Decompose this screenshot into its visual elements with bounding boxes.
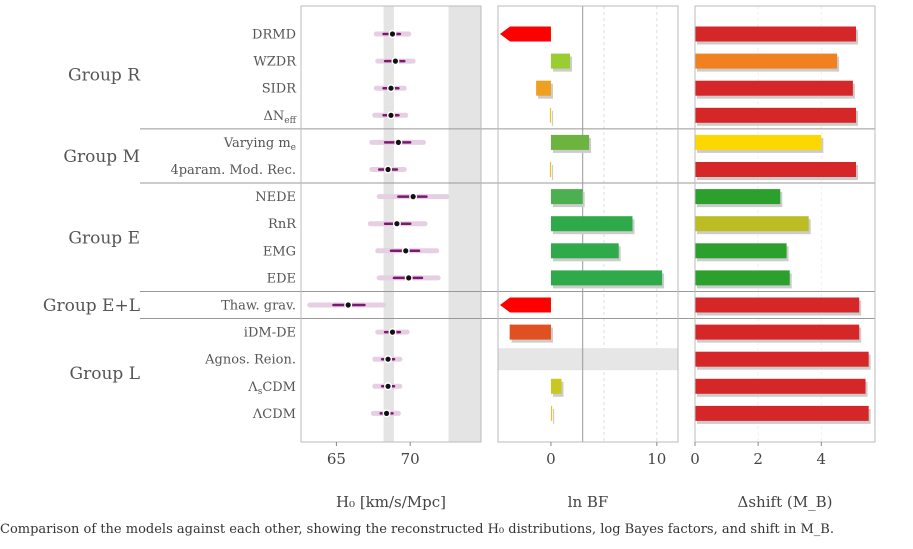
h0-point bbox=[383, 410, 390, 416]
lnbf-bar bbox=[536, 80, 551, 96]
lnbf-tick-label: 10 bbox=[647, 450, 666, 468]
lnbf-bar bbox=[550, 53, 570, 69]
row-label: NEDE bbox=[255, 190, 296, 205]
row-label: EMG bbox=[263, 244, 296, 259]
lnbf-missing-band bbox=[498, 348, 678, 371]
h0-shaded-band bbox=[448, 6, 481, 442]
lnbf-bar-arrow bbox=[500, 26, 551, 42]
h0-point bbox=[388, 112, 394, 118]
row-label: EDE bbox=[267, 271, 296, 286]
shift-bar bbox=[695, 189, 781, 205]
h0-tick-label: 70 bbox=[401, 450, 420, 468]
h0-point bbox=[385, 166, 391, 173]
lnbf-bar bbox=[550, 378, 562, 394]
lnbf-bar bbox=[509, 324, 551, 340]
group-label: Group E+L bbox=[43, 296, 140, 316]
h0-point bbox=[395, 139, 401, 145]
shift-bar bbox=[695, 324, 860, 340]
row-label: iDM-DE bbox=[244, 326, 296, 341]
shift-bar bbox=[695, 351, 869, 367]
panel-frame bbox=[497, 5, 679, 443]
lnbf-bar bbox=[549, 107, 552, 123]
lnbf-bar bbox=[550, 243, 619, 259]
row-label: SIDR bbox=[262, 82, 297, 97]
h0-point bbox=[394, 221, 400, 227]
group-label: Group L bbox=[70, 364, 140, 384]
h0-tick-label: 65 bbox=[327, 450, 346, 468]
lnbf-bar-arrow bbox=[500, 297, 551, 313]
panel-frame bbox=[300, 5, 482, 443]
figure-caption: Comparison of the models against each ot… bbox=[0, 522, 834, 537]
lnbf-bar bbox=[550, 405, 553, 421]
shift-bar bbox=[695, 107, 857, 123]
row-label: ΛsCDM bbox=[247, 380, 296, 397]
h0-axis-label: H₀ [km/s/Mpc] bbox=[336, 493, 446, 511]
shift-tick-label: 2 bbox=[753, 450, 763, 468]
row-label: RnR bbox=[268, 217, 297, 232]
row-label: Agnos. Reion. bbox=[204, 353, 296, 368]
row-label: 4param. Mod. Rec. bbox=[170, 163, 296, 178]
shift-bar bbox=[695, 53, 838, 69]
group-label: Group R bbox=[68, 66, 141, 86]
h0-point bbox=[392, 58, 399, 64]
shift-bar bbox=[695, 297, 860, 313]
shift-bar bbox=[695, 405, 869, 421]
shift-tick-label: 0 bbox=[690, 450, 700, 468]
shift-bar bbox=[695, 162, 857, 177]
h0-point bbox=[410, 194, 416, 200]
row-label: WZDR bbox=[253, 55, 297, 70]
lnbf-bar-shadow bbox=[552, 408, 555, 424]
h0-point bbox=[406, 275, 412, 281]
shift-bar bbox=[695, 378, 866, 394]
lnbf-axis-label: ln BF bbox=[568, 493, 609, 511]
h0-point bbox=[385, 356, 391, 362]
lnbf-bar bbox=[550, 216, 633, 232]
row-label: ΛCDM bbox=[252, 407, 296, 422]
shift-axis-label: Δshift (M_B) bbox=[738, 493, 833, 511]
lnbf-bar-shadow bbox=[551, 165, 554, 180]
lnbf-bar bbox=[550, 134, 590, 150]
lnbf-tick-label: 0 bbox=[546, 450, 556, 468]
lnbf-bar-shadow bbox=[551, 110, 554, 126]
group-label: Group E bbox=[68, 228, 140, 248]
shift-bar bbox=[695, 26, 857, 42]
shift-tick-label: 4 bbox=[817, 450, 827, 468]
lnbf-bar bbox=[550, 189, 583, 205]
shift-bar bbox=[695, 270, 790, 286]
h0-point bbox=[385, 383, 391, 389]
shift-bar bbox=[695, 216, 809, 232]
row-label: Varying me bbox=[223, 136, 296, 153]
h0-point bbox=[345, 302, 351, 308]
group-label: Group M bbox=[63, 147, 140, 167]
lnbf-bar bbox=[550, 270, 663, 286]
h0-point bbox=[403, 248, 409, 254]
lnbf-bar bbox=[549, 162, 552, 177]
panel-frame bbox=[694, 5, 876, 443]
h0-point bbox=[388, 85, 394, 91]
row-label: ΔNeff bbox=[264, 109, 297, 126]
shift-bar bbox=[695, 134, 822, 150]
shift-bar bbox=[695, 80, 853, 96]
row-label: DRMD bbox=[252, 28, 296, 43]
h0-point bbox=[389, 31, 396, 37]
shift-bar bbox=[695, 243, 787, 259]
row-label: Thaw. grav. bbox=[221, 299, 296, 314]
h0-point bbox=[389, 329, 396, 335]
